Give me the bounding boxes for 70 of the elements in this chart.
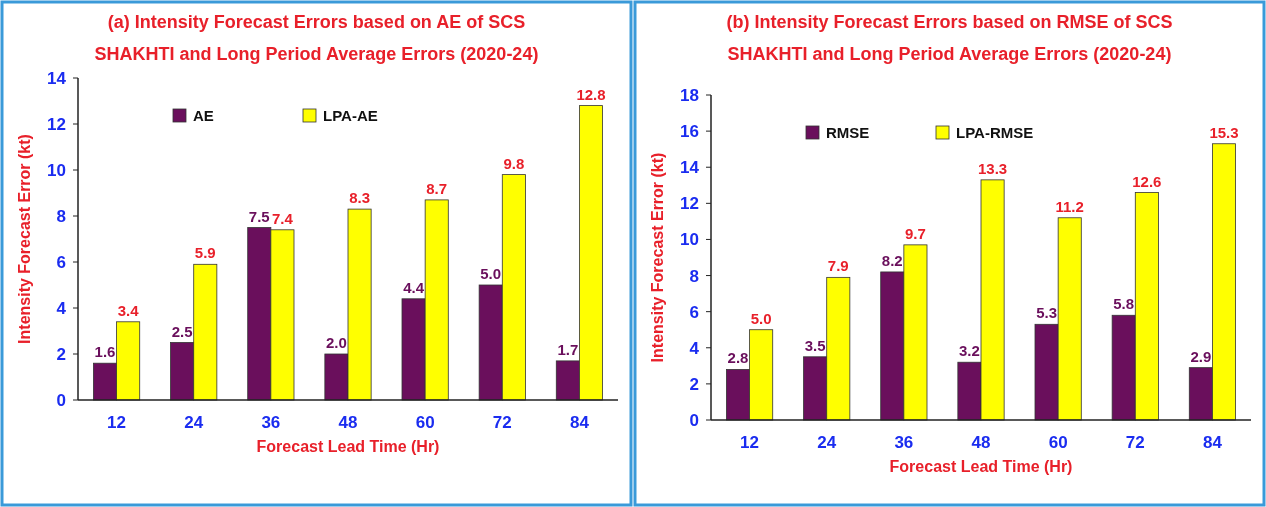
x-tick-label: 48 <box>971 433 991 452</box>
legend-label: RMSE <box>826 124 870 142</box>
x-tick-label: 36 <box>261 413 281 432</box>
data-label: 9.8 <box>503 154 525 172</box>
data-label: 9.7 <box>905 224 926 242</box>
data-label: 5.0 <box>750 309 772 327</box>
data-label: 12.6 <box>1132 172 1162 190</box>
legend-label: LPA-AE <box>323 107 378 125</box>
data-label: 4.4 <box>403 278 425 296</box>
data-label: 2.9 <box>1190 347 1212 365</box>
x-axis-title: Forecast Lead Time (Hr) <box>889 458 1073 475</box>
y-tick-label: 4 <box>56 298 67 318</box>
data-label: 3.4 <box>117 301 140 319</box>
x-tick-label: 24 <box>184 413 204 432</box>
data-label: 7.5 <box>248 207 270 225</box>
data-label: 2.5 <box>171 322 193 340</box>
data-label: 3.2 <box>959 342 980 360</box>
y-tick-label: 6 <box>689 302 699 322</box>
legend-label: LPA-RMSE <box>956 124 1034 142</box>
y-tick-label: 12 <box>47 114 66 134</box>
data-label: 11.2 <box>1055 197 1084 215</box>
data-label: 15.3 <box>1209 123 1239 141</box>
x-tick-label: 84 <box>569 413 590 432</box>
data-label: 8.3 <box>349 189 370 207</box>
data-label: 3.5 <box>804 336 826 354</box>
y-tick-label: 4 <box>689 338 700 358</box>
data-label: 7.9 <box>827 257 849 275</box>
x-axis-title: Forecast Lead Time (Hr) <box>256 438 440 455</box>
legend-label: AE <box>193 107 214 125</box>
y-axis-title: Intensity Forecast Error (kt) <box>649 152 666 363</box>
data-label: 5.3 <box>1036 304 1057 322</box>
x-tick-label: 48 <box>338 413 358 432</box>
y-tick-label: 14 <box>47 68 67 88</box>
x-tick-label: 12 <box>740 433 760 452</box>
y-axis-title: Intensity Forecast Error (kt) <box>16 134 33 344</box>
data-label: 5.9 <box>194 244 216 262</box>
x-tick-label: 84 <box>1202 433 1223 452</box>
data-label: 2.8 <box>727 349 749 367</box>
y-tick-label: 8 <box>689 266 699 286</box>
y-tick-label: 16 <box>680 122 699 142</box>
chart-title: (b) Intensity Forecast Errors based on RMSE of SCS SHAKHTI and Long Period Average Errors (2020-24) <box>726 12 1173 64</box>
y-tick-label: 10 <box>680 230 699 250</box>
y-tick-label: 2 <box>56 344 66 364</box>
data-label: 13.3 <box>977 159 1008 177</box>
x-tick-label: 60 <box>415 413 435 432</box>
x-tick-label: 72 <box>1125 433 1145 452</box>
chart-title: (a) Intensity Forecast Errors based on AE of SCS SHAKHTI and Long Period Average Errors (2020-24) <box>94 12 539 64</box>
y-tick-label: 0 <box>56 390 66 410</box>
data-label: 5.8 <box>1113 295 1135 313</box>
y-tick-label: 0 <box>689 410 699 430</box>
x-tick-label: 36 <box>894 433 914 452</box>
data-label: 5.0 <box>480 265 502 282</box>
data-label: 1.7 <box>557 340 579 358</box>
y-tick-label: 6 <box>56 252 66 272</box>
data-label: 2.0 <box>326 334 347 351</box>
data-label: 1.6 <box>94 343 116 361</box>
x-tick-label: 60 <box>1048 433 1068 452</box>
x-tick-label: 12 <box>107 413 127 432</box>
y-tick-label: 2 <box>689 374 699 394</box>
x-tick-label: 72 <box>492 413 512 432</box>
data-label: 8.2 <box>881 251 903 269</box>
data-label: 12.8 <box>576 85 606 103</box>
y-tick-label: 14 <box>680 158 700 178</box>
x-tick-label: 24 <box>817 433 837 452</box>
y-tick-label: 10 <box>47 160 66 180</box>
y-tick-label: 18 <box>680 85 699 105</box>
data-label: 8.7 <box>426 179 448 197</box>
y-tick-label: 12 <box>680 194 699 214</box>
y-tick-label: 8 <box>56 206 66 226</box>
data-label: 7.4 <box>272 209 294 227</box>
